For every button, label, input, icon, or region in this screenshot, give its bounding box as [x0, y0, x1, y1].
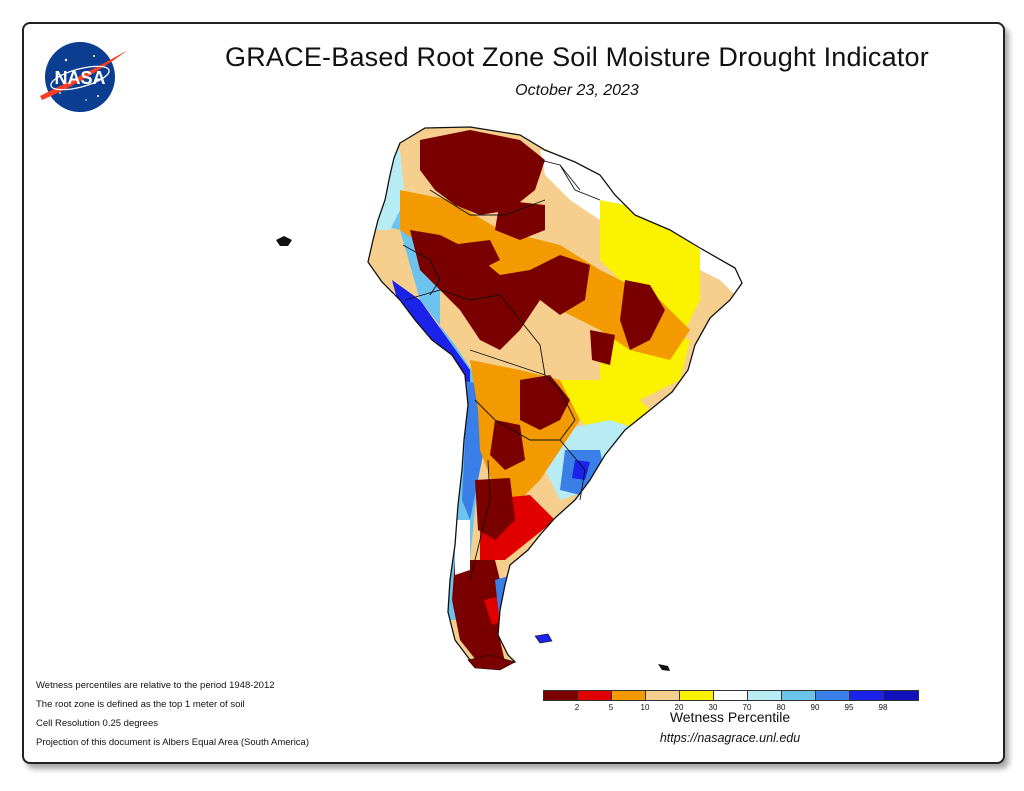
- legend-swatch-10: [884, 691, 918, 700]
- legend-tick-label: 90: [810, 703, 820, 712]
- legend-tick-label: 20: [674, 703, 684, 712]
- legend-tick-label: 30: [708, 703, 718, 712]
- legend-swatch-0: [544, 691, 578, 700]
- nasa-logo: NASA: [40, 42, 126, 112]
- legend-tick-label: 10: [640, 703, 650, 712]
- legend-tick-label: 2: [574, 703, 580, 712]
- legend-swatch-1: [578, 691, 612, 700]
- color-legend: 2 5 10 20 30 70 80 90 95 98: [543, 690, 919, 713]
- note-resolution: Cell Resolution 0.25 degrees: [36, 718, 158, 729]
- note-projection: Projection of this document is Albers Eq…: [36, 737, 309, 748]
- legend-title: Wetness Percentile: [669, 709, 791, 725]
- legend-swatch-6: [748, 691, 782, 700]
- nasa-logo-text: NASA: [54, 68, 105, 88]
- legend-swatch-3: [646, 691, 680, 700]
- legend-tick-label: 98: [878, 703, 888, 712]
- note-root-zone: The root zone is defined as the top 1 me…: [36, 699, 245, 710]
- legend-swatch-2: [612, 691, 646, 700]
- legend-tick-label: 70: [742, 703, 752, 712]
- map-date: October 23, 2023: [515, 82, 639, 99]
- legend-swatch-8: [816, 691, 850, 700]
- note-period: Wetness percentiles are relative to the …: [36, 680, 275, 691]
- legend-swatch-9: [850, 691, 884, 700]
- legend-swatch-7: [782, 691, 816, 700]
- soil-moisture-map: [276, 126, 743, 671]
- legend-ticks: 2 5 10 20 30 70 80 90 95 98: [543, 701, 919, 713]
- legend-tick-label: 95: [844, 703, 854, 712]
- map-notes: Wetness percentiles are relative to the …: [36, 676, 309, 752]
- legend-swatch-4: [680, 691, 714, 700]
- legend-color-bar: [543, 690, 919, 701]
- legend-swatch-5: [714, 691, 748, 700]
- legend-tick-label: 5: [608, 703, 614, 712]
- page-title: GRACE-Based Root Zone Soil Moisture Drou…: [225, 42, 929, 72]
- legend-tick-label: 80: [776, 703, 786, 712]
- source-url: https://nasagrace.unl.edu: [659, 731, 801, 745]
